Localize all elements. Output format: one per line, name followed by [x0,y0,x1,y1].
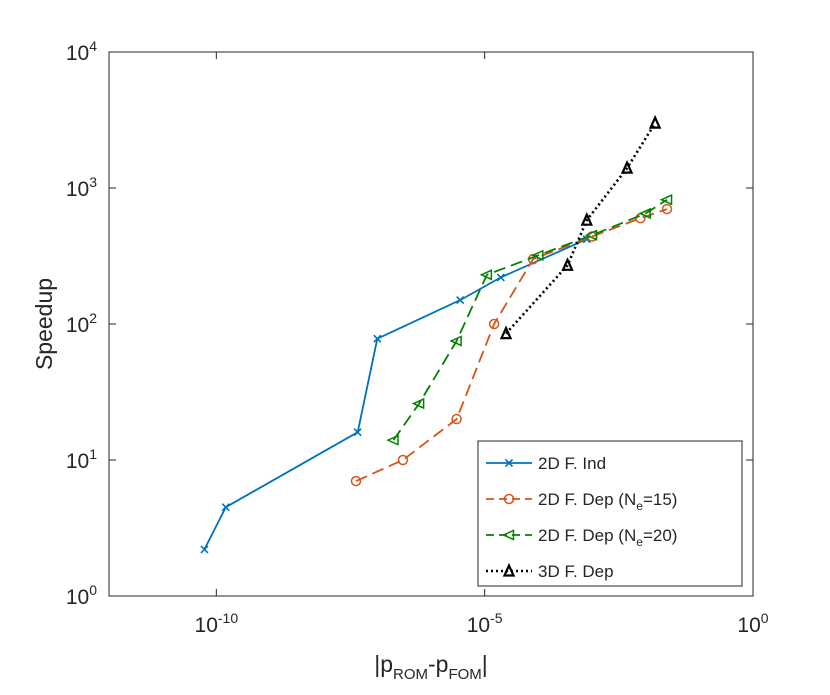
data-point [397,454,409,466]
legend-label: 3D F. Dep [538,562,614,581]
data-point [496,273,505,282]
data-point [449,335,462,347]
legend-entry: 2D F. Dep (Ne=15) [486,490,677,513]
y-tick-label: 101 [66,446,97,473]
data-point [531,249,544,261]
data-point [499,325,513,340]
data-point [456,295,465,305]
data-point [561,257,574,271]
data-point [648,114,662,129]
y-tick-label: 100 [66,582,97,609]
x-tick-label: 10-5 [467,610,503,637]
y-tick-label: 104 [66,38,97,65]
legend: 2D F. Ind 2D F. Dep (Ne=15) 2D F. Dep (Ne=… [477,440,743,587]
legend-label: 2D F. Dep (Ne=15) [538,490,677,513]
y-axis-label: Speedup [31,278,57,370]
legend-label: 2D F. Ind [538,454,606,473]
data-point [659,194,673,206]
data-point [661,203,673,215]
data-point [221,503,230,512]
legend-entry: 3D F. Dep [486,562,614,581]
x-axis-label: |pROM-pFOM| [374,651,488,683]
series-layer [200,114,673,554]
data-point [620,159,634,174]
axis-ticks: 10-10 10-5 100 100 101 102 103 104 [66,38,769,637]
series-line [392,198,668,441]
legend-entry: 2D F. Ind [486,454,606,473]
legend-marker [504,458,514,468]
x-tick-label: 100 [737,610,768,637]
legend-box [477,440,743,587]
legend-marker [502,562,516,577]
series-3 [386,194,673,446]
data-point [373,334,382,343]
y-tick-label: 103 [66,174,97,201]
series-line [505,122,657,335]
data-point [584,229,598,241]
data-point [488,318,500,330]
x-tick-label: 10-10 [195,610,239,637]
legend-marker [503,493,515,505]
data-point [353,428,362,437]
series-4 [499,114,662,340]
legend-marker [501,529,515,541]
data-point [479,269,493,281]
data-point [350,475,362,487]
data-point [411,397,425,410]
data-point [386,434,399,446]
legend-entry: 2D F. Dep (Ne=20) [486,526,677,549]
legend-label: 2D F. Dep (Ne=20) [538,526,677,549]
data-point [638,207,651,220]
data-point [200,545,209,554]
data-point [580,211,594,226]
series-1 [200,235,591,554]
data-point [451,413,462,425]
y-tick-label: 102 [66,310,97,337]
series-line [355,208,668,482]
